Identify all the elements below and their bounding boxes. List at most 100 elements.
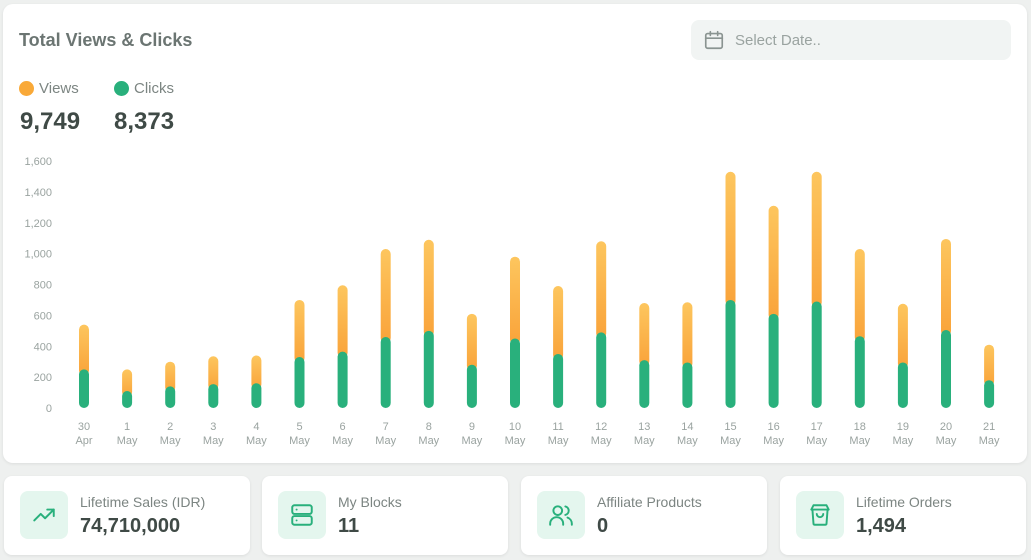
bar-group[interactable] bbox=[466, 313, 477, 408]
y-tick-label: 200 bbox=[34, 372, 52, 384]
bar-group[interactable] bbox=[725, 171, 736, 408]
bar-group[interactable] bbox=[79, 324, 89, 408]
clicks-bar[interactable] bbox=[510, 338, 520, 408]
views-bar[interactable] bbox=[337, 285, 348, 358]
bar-group[interactable] bbox=[510, 256, 520, 408]
x-tick-label: 11 bbox=[552, 421, 563, 433]
clicks-bar[interactable] bbox=[79, 369, 89, 408]
stat-card-my-blocks: My Blocks 11 bbox=[262, 476, 508, 555]
x-tick-label: May bbox=[160, 435, 181, 447]
clicks-bar[interactable] bbox=[466, 364, 477, 408]
x-tick-label: May bbox=[936, 435, 957, 447]
x-tick-label: May bbox=[548, 435, 569, 447]
x-tick-label: May bbox=[720, 435, 741, 447]
bar-group[interactable] bbox=[768, 205, 779, 408]
clicks-bar[interactable] bbox=[251, 383, 262, 408]
x-tick-label: May bbox=[462, 435, 483, 447]
bar-group[interactable] bbox=[165, 361, 176, 408]
views-bar[interactable] bbox=[294, 299, 305, 364]
clicks-bar[interactable] bbox=[682, 362, 693, 408]
x-tick-label: 9 bbox=[469, 421, 475, 433]
x-tick-label: 2 bbox=[167, 421, 173, 433]
clicks-bar[interactable] bbox=[208, 384, 219, 408]
views-bar[interactable] bbox=[854, 248, 865, 343]
clicks-bar[interactable] bbox=[811, 301, 822, 408]
views-bar[interactable] bbox=[423, 239, 434, 337]
clicks-bar[interactable] bbox=[294, 357, 305, 408]
bar-group[interactable] bbox=[897, 303, 908, 408]
clicks-bar[interactable] bbox=[165, 386, 176, 408]
y-tick-label: 1,400 bbox=[24, 187, 52, 199]
date-placeholder: Select Date.. bbox=[735, 31, 821, 49]
views-bar[interactable] bbox=[897, 303, 908, 369]
legend-clicks-label: Clicks bbox=[134, 80, 174, 97]
clicks-bar[interactable] bbox=[725, 299, 736, 408]
x-tick-label: May bbox=[505, 435, 526, 447]
bar-group[interactable] bbox=[423, 239, 434, 408]
bar-group[interactable] bbox=[639, 303, 650, 408]
x-tick-label: May bbox=[203, 435, 224, 447]
x-tick-label: 13 bbox=[638, 421, 650, 433]
views-bar[interactable] bbox=[941, 238, 951, 337]
x-tick-label: 18 bbox=[854, 421, 866, 433]
legend-views: Views bbox=[19, 80, 79, 97]
stat-value: 74,710,000 bbox=[80, 515, 181, 537]
views-bar[interactable] bbox=[682, 302, 693, 369]
bar-group[interactable] bbox=[294, 299, 305, 408]
views-bar[interactable] bbox=[79, 324, 89, 376]
clicks-bar[interactable] bbox=[553, 353, 564, 408]
stat-icon-box bbox=[20, 491, 68, 539]
views-bar[interactable] bbox=[380, 248, 391, 343]
views-bar[interactable] bbox=[725, 171, 736, 306]
bar-group[interactable] bbox=[854, 248, 865, 408]
clicks-bar[interactable] bbox=[768, 313, 779, 408]
x-tick-label: 5 bbox=[296, 421, 302, 433]
views-bar[interactable] bbox=[768, 205, 779, 320]
bar-group[interactable] bbox=[208, 356, 219, 408]
clicks-bar[interactable] bbox=[122, 391, 133, 408]
x-tick-label: 3 bbox=[210, 421, 216, 433]
stat-label: Lifetime Orders bbox=[856, 494, 952, 510]
views-bar[interactable] bbox=[510, 256, 520, 345]
views-bar[interactable] bbox=[466, 313, 477, 371]
clicks-bar[interactable] bbox=[639, 360, 650, 408]
x-tick-label: 19 bbox=[897, 421, 909, 433]
chart-title: Total Views & Clicks bbox=[19, 30, 193, 50]
bar-group[interactable] bbox=[941, 238, 951, 408]
views-bar[interactable] bbox=[639, 303, 650, 367]
y-tick-label: 1,000 bbox=[24, 249, 52, 261]
bar-group[interactable] bbox=[337, 285, 348, 408]
date-picker[interactable]: Select Date.. bbox=[691, 20, 1011, 60]
bar-group[interactable] bbox=[553, 286, 564, 408]
views-bar[interactable] bbox=[553, 286, 564, 360]
views-bar[interactable] bbox=[984, 344, 995, 387]
views-bar[interactable] bbox=[208, 356, 219, 391]
bar-group[interactable] bbox=[811, 171, 822, 408]
bar-group[interactable] bbox=[596, 241, 607, 408]
bar-group[interactable] bbox=[682, 302, 693, 408]
x-tick-label: 14 bbox=[681, 421, 693, 433]
stat-label: Affiliate Products bbox=[597, 494, 702, 510]
clicks-bar[interactable] bbox=[854, 336, 865, 408]
x-tick-label: May bbox=[332, 435, 353, 447]
x-tick-label: May bbox=[763, 435, 784, 447]
bar-group[interactable] bbox=[984, 344, 995, 408]
views-bar[interactable] bbox=[596, 241, 607, 339]
views-bar[interactable] bbox=[251, 355, 262, 390]
clicks-bar[interactable] bbox=[380, 336, 391, 408]
bar-group[interactable] bbox=[251, 355, 262, 408]
clicks-bar[interactable] bbox=[941, 330, 951, 408]
x-tick-label: 15 bbox=[724, 421, 736, 433]
clicks-bar[interactable] bbox=[423, 330, 434, 408]
clicks-bar[interactable] bbox=[596, 332, 607, 408]
bar-group[interactable] bbox=[122, 369, 133, 408]
bar-group[interactable] bbox=[380, 248, 391, 408]
views-bar[interactable] bbox=[165, 361, 176, 393]
views-bar[interactable] bbox=[811, 171, 822, 308]
clicks-bar[interactable] bbox=[337, 351, 348, 408]
views-bar[interactable] bbox=[122, 369, 133, 398]
x-tick-label: May bbox=[246, 435, 267, 447]
stat-label: My Blocks bbox=[338, 494, 402, 510]
clicks-bar[interactable] bbox=[897, 362, 908, 408]
clicks-bar[interactable] bbox=[984, 380, 995, 408]
